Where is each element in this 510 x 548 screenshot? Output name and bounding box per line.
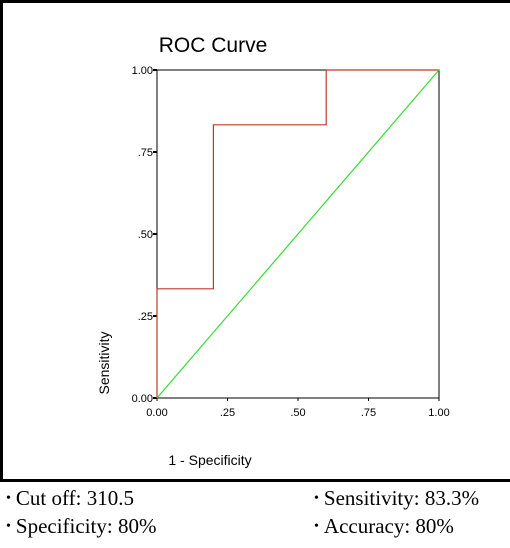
bullet-icon: • (6, 491, 11, 506)
summary-cutoff: • Cut off: 310.5 (6, 486, 134, 511)
summary-sensitivity: • Sensitivity: 83.3% (314, 486, 479, 511)
summary-accuracy: • Accuracy: 80% (314, 514, 454, 539)
y-tick-label: 1.00 (132, 65, 153, 77)
y-axis-label: Sensitivity (96, 331, 112, 394)
sensitivity-text: Sensitivity: 83.3% (323, 486, 480, 510)
roc-chart: ROC Curve 0.00 .25 .50 .75 1.00 0.00 .25 .50 .75… (96, 34, 450, 468)
chart-frame (0, 0, 510, 482)
x-axis-label: 1 - Specificity (168, 452, 251, 468)
bullet-icon: • (314, 519, 319, 534)
cutoff-text: Cut off: 310.5 (15, 486, 134, 510)
x-tick-label: .25 (220, 407, 235, 419)
accuracy-text: Accuracy: 80% (323, 514, 454, 538)
specificity-text: Specificity: 80% (15, 514, 157, 538)
y-tick-label: .50 (138, 229, 153, 241)
summary-specificity: • Specificity: 80% (6, 514, 156, 539)
x-tick-label: .50 (290, 407, 305, 419)
x-tick-label: 0.00 (146, 407, 167, 419)
bullet-icon: • (6, 519, 11, 534)
y-tick-label: 0.00 (132, 393, 153, 405)
bullet-icon: • (314, 491, 319, 506)
y-tick-label: .75 (138, 147, 153, 159)
y-tick-label: .25 (138, 311, 153, 323)
chart-title: ROC Curve (159, 34, 268, 57)
x-tick-label: .75 (361, 407, 376, 419)
roc-curve (156, 69, 439, 398)
x-tick-label: 1.00 (428, 407, 449, 419)
reference-diagonal (156, 69, 440, 399)
